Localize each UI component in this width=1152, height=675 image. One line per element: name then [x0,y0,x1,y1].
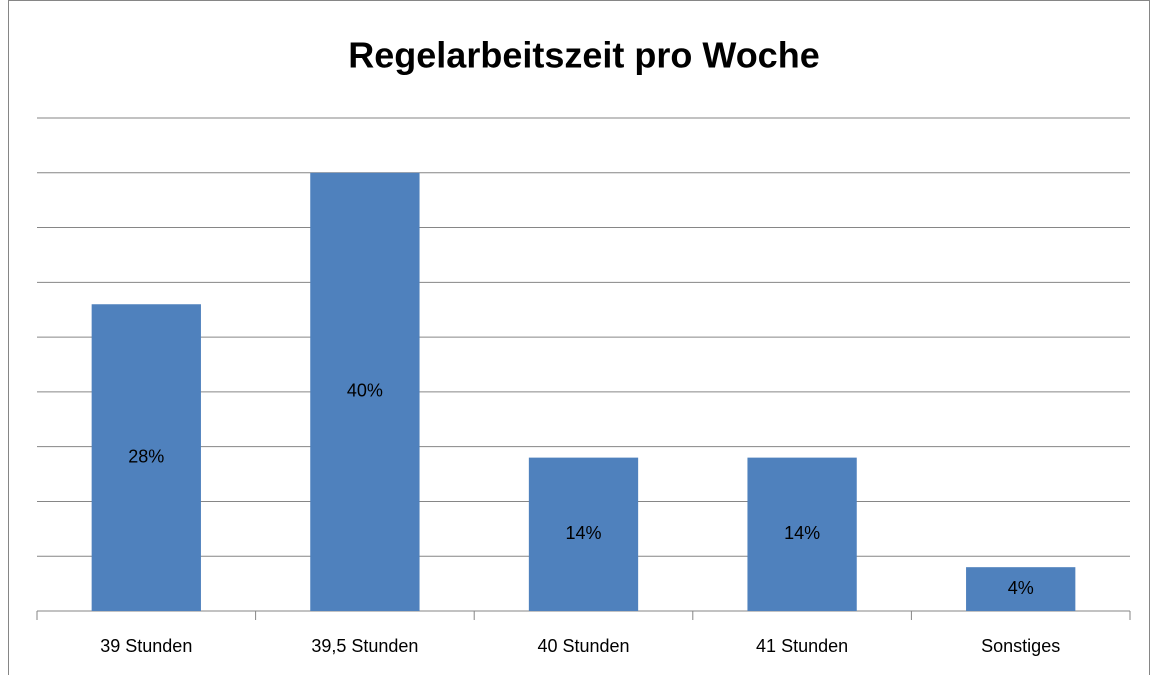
data-label: 28% [128,446,164,466]
bar [310,172,420,611]
data-label: 14% [565,523,601,543]
x-tick-label: 39,5 Stunden [311,636,418,656]
data-label: 40% [347,381,383,401]
chart-title: Regelarbeitszeit pro Woche [348,35,819,76]
data-label: 14% [784,523,820,543]
x-tick-label: Sonstiges [981,636,1060,656]
x-tick-label: 40 Stunden [537,636,629,656]
data-label: 4% [1008,578,1034,598]
x-tick-label: 39 Stunden [100,636,192,656]
bar [91,304,201,611]
x-tick-label: 41 Stunden [756,636,848,656]
bar [528,457,639,611]
bar [966,567,1076,611]
bar [747,457,857,611]
